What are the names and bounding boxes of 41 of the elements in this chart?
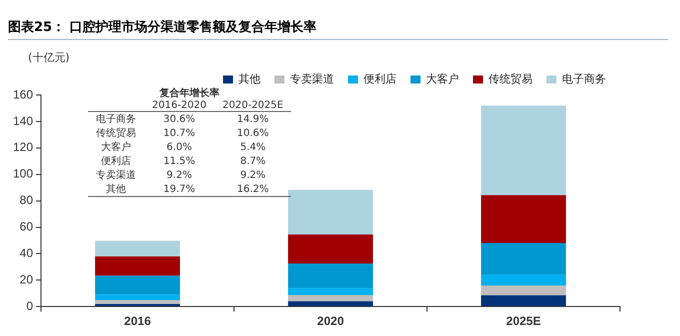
annotation: 2016-2020 bbox=[144, 100, 215, 112]
x-tick-label: 2025E bbox=[506, 314, 541, 328]
legend-label: 传统贸易 bbox=[488, 72, 532, 86]
legend-label: 便利店 bbox=[364, 72, 396, 86]
annotation: 6.0% bbox=[166, 140, 193, 154]
legend-label: 电子商务 bbox=[562, 72, 606, 86]
x-tick-label: 2020 bbox=[317, 314, 344, 328]
annotation: 便利店 bbox=[100, 154, 132, 168]
legend-label: 大客户 bbox=[426, 72, 459, 86]
legend-label: 专卖渠道 bbox=[290, 72, 334, 86]
annotation: 电子商务 bbox=[95, 112, 137, 126]
y-tick-label: 20 bbox=[20, 272, 34, 286]
annotation: 30.6% bbox=[162, 112, 196, 126]
y-tick-label: 140 bbox=[12, 114, 34, 128]
y-axis-title: (十亿元) bbox=[28, 50, 70, 65]
annotation: 传统贸易 bbox=[95, 126, 137, 140]
x-tick-label: 2016 bbox=[124, 314, 152, 328]
annotation: 专卖渠道 bbox=[95, 168, 137, 182]
y-tick-label: 40 bbox=[20, 246, 34, 260]
annotation: 10.6% bbox=[236, 126, 270, 140]
y-tick-label: 60 bbox=[20, 220, 34, 234]
annotation: 14.9% bbox=[236, 112, 270, 126]
annotation: 10.7% bbox=[162, 126, 196, 140]
annotation: 2020-2025E bbox=[214, 100, 292, 112]
annotation: 16.2% bbox=[214, 182, 292, 196]
annotation: 5.4% bbox=[239, 140, 267, 154]
y-tick-label: 100 bbox=[12, 166, 34, 181]
annotation: 复合年增长率 bbox=[158, 86, 221, 100]
y-tick-label: 160 bbox=[12, 87, 34, 102]
y-tick-label: 0 bbox=[26, 298, 34, 313]
annotation: 8.7% bbox=[239, 154, 267, 168]
annotation: 9.2% bbox=[239, 168, 267, 182]
annotation: 大客户 bbox=[100, 140, 132, 154]
y-tick-label: 80 bbox=[20, 193, 34, 208]
chart-title: 图表25： 口腔护理市场分渠道零售额及复合年增长率 bbox=[8, 18, 668, 40]
y-tick-label: 120 bbox=[12, 140, 34, 154]
annotation: 19.7% bbox=[144, 182, 215, 196]
annotation: 其他 bbox=[88, 182, 144, 196]
legend-label: 其他 bbox=[238, 72, 260, 86]
annotation: 11.5% bbox=[162, 154, 196, 168]
annotation: 9.2% bbox=[166, 168, 193, 182]
